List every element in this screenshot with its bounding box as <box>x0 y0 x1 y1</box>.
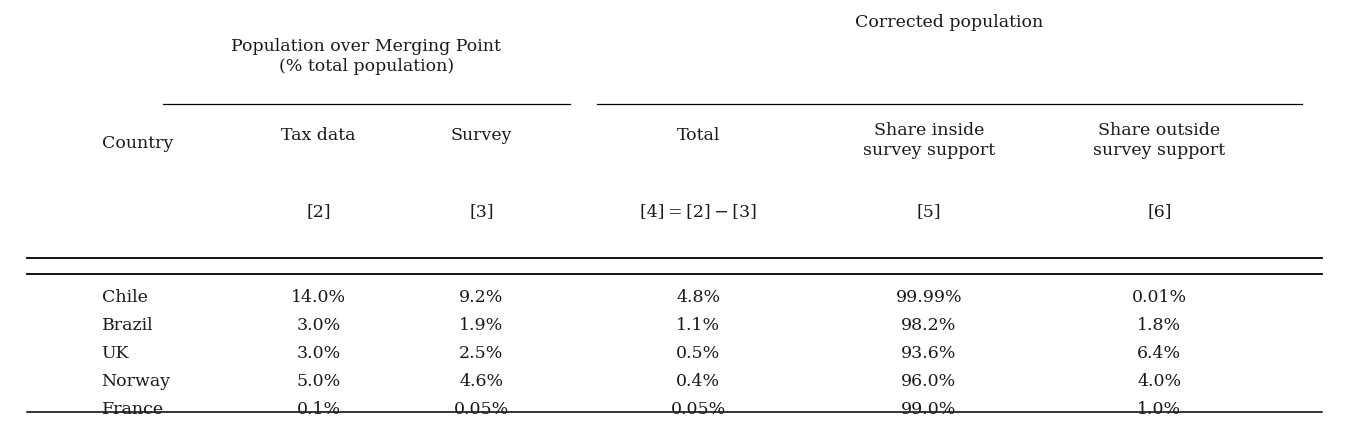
Text: 5.0%: 5.0% <box>297 374 340 390</box>
Text: 99.99%: 99.99% <box>895 289 963 306</box>
Text: 99.0%: 99.0% <box>902 401 956 419</box>
Text: 0.4%: 0.4% <box>677 374 720 390</box>
Text: 1.8%: 1.8% <box>1138 318 1181 335</box>
Text: Survey: Survey <box>450 128 513 145</box>
Text: 4.8%: 4.8% <box>677 289 720 306</box>
Text: 0.05%: 0.05% <box>454 401 508 419</box>
Text: 0.01%: 0.01% <box>1132 289 1186 306</box>
Text: [3]: [3] <box>469 203 494 220</box>
Text: Total: Total <box>677 128 720 145</box>
Text: Share outside
survey support: Share outside survey support <box>1093 122 1226 159</box>
Text: [6]: [6] <box>1147 203 1172 220</box>
Text: 4.0%: 4.0% <box>1138 374 1181 390</box>
Text: 1.0%: 1.0% <box>1138 401 1181 419</box>
Text: 14.0%: 14.0% <box>292 289 346 306</box>
Text: Corrected population: Corrected population <box>856 14 1043 31</box>
Text: 0.5%: 0.5% <box>677 345 720 363</box>
Text: 98.2%: 98.2% <box>902 318 956 335</box>
Text: Tax data: Tax data <box>282 128 355 145</box>
Text: 3.0%: 3.0% <box>297 318 340 335</box>
Text: 0.1%: 0.1% <box>297 401 340 419</box>
Text: 3.0%: 3.0% <box>297 345 340 363</box>
Text: [2]: [2] <box>306 203 331 220</box>
Text: Brazil: Brazil <box>102 318 153 335</box>
Text: Chile: Chile <box>102 289 148 306</box>
Text: 93.6%: 93.6% <box>902 345 956 363</box>
Text: [5]: [5] <box>917 203 941 220</box>
Text: 0.05%: 0.05% <box>671 401 725 419</box>
Text: Population over Merging Point
(% total population): Population over Merging Point (% total p… <box>231 38 502 74</box>
Text: 1.1%: 1.1% <box>677 318 720 335</box>
Text: 2.5%: 2.5% <box>460 345 503 363</box>
Text: Country: Country <box>102 136 174 152</box>
Text: 1.9%: 1.9% <box>460 318 503 335</box>
Text: 96.0%: 96.0% <box>902 374 956 390</box>
Text: Share inside
survey support: Share inside survey support <box>862 122 995 159</box>
Text: 4.6%: 4.6% <box>460 374 503 390</box>
Text: 6.4%: 6.4% <box>1138 345 1181 363</box>
Text: 9.2%: 9.2% <box>460 289 503 306</box>
Text: Norway: Norway <box>102 374 171 390</box>
Text: France: France <box>102 401 164 419</box>
Text: [4] = [2] − [3]: [4] = [2] − [3] <box>640 203 757 220</box>
Text: UK: UK <box>102 345 129 363</box>
